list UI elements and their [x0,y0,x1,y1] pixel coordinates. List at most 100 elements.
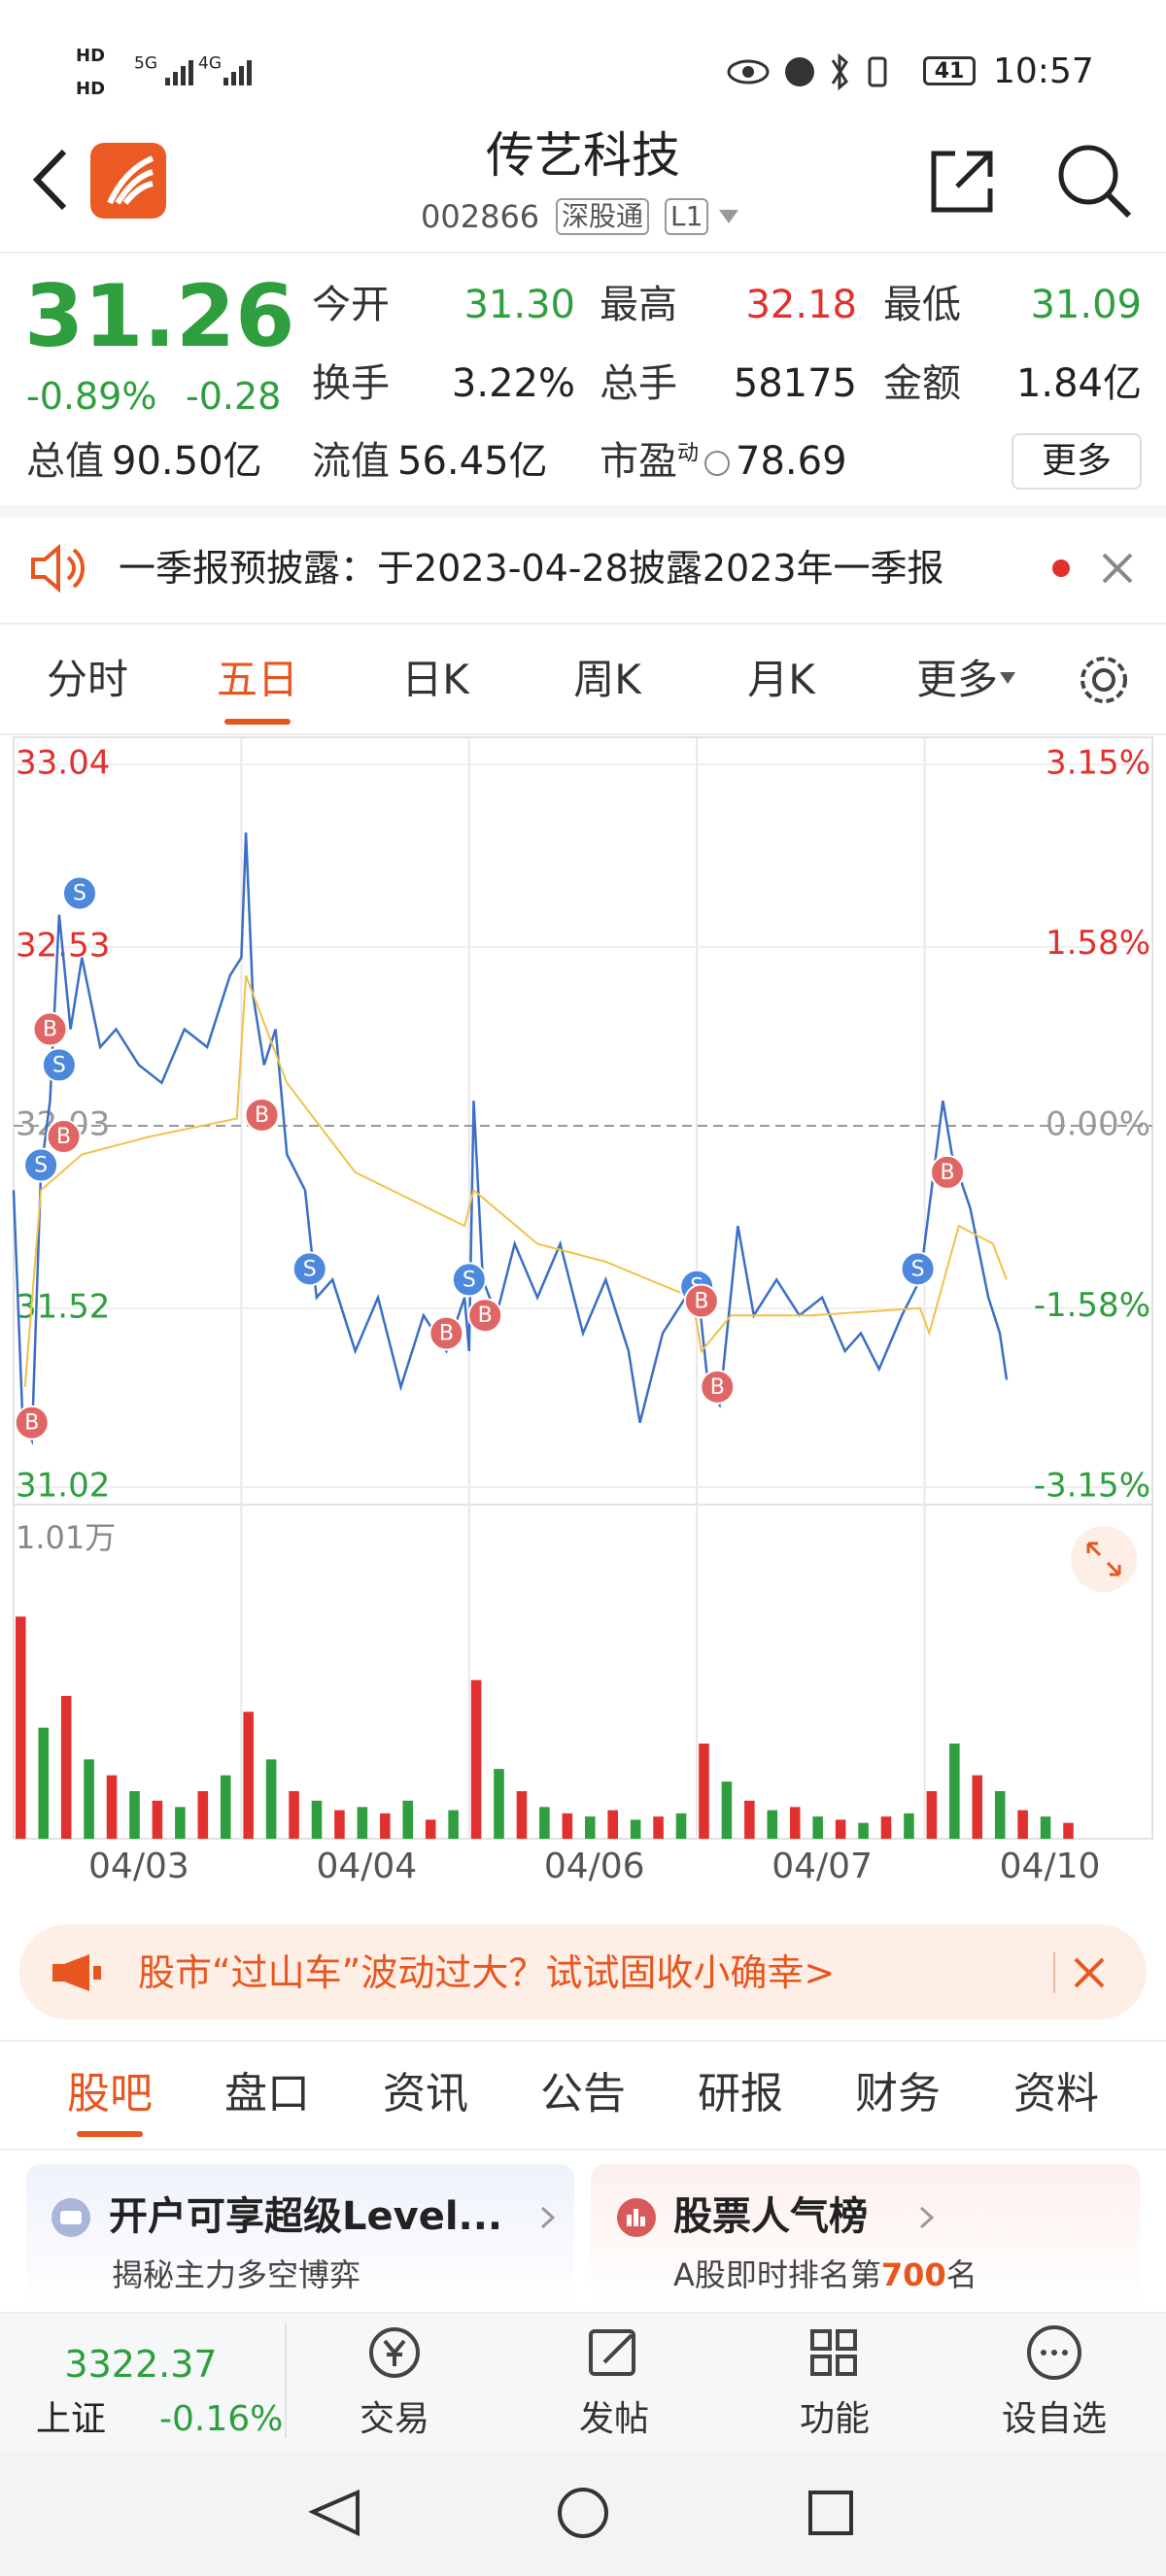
subtitle-part: A股即时排名第 [673,2256,881,2293]
banner-close[interactable] [1073,1956,1106,1989]
y2-tick-label: -3.15% [1034,1467,1150,1506]
nav-item[interactable]: 功能 [799,2399,871,2439]
field-value: 3.22% [451,361,575,406]
trade-marker-dot [429,1315,464,1351]
trade-marker-label: B [56,1125,71,1149]
nav-item[interactable]: 交易 [359,2399,430,2439]
stock-code: 002866 [421,198,540,235]
banner-text[interactable]: 股市“过山车”波动过大？试试固收小确幸> [138,1951,836,1994]
divider [0,2149,1166,2151]
trade-marker-label: B [940,1161,954,1185]
more-button[interactable] [1012,433,1142,490]
network-label: 5G [134,53,157,74]
system-nav [0,2450,1166,2576]
market-tag: 深股通 [556,198,650,235]
volume-bar [1063,1822,1074,1839]
trade-marker: B [14,1405,50,1441]
bottom-nav [0,2312,1166,2450]
trade-marker: B [32,1011,68,1047]
section-tab[interactable]: 盘口 [224,2069,310,2118]
x-tick-label: 04/06 [544,1847,645,1886]
system-nav-buttons[interactable] [0,2450,1166,2576]
section-tab[interactable]: 公告 [540,2069,626,2118]
chart-tab[interactable]: 更多 [915,656,999,703]
index-value[interactable]: 3322.37 [64,2343,218,2386]
section-tab[interactable]: 股吧 [67,2069,153,2118]
volume-bar [789,1807,801,1839]
summary-item: 总值 90.50亿 [26,442,262,481]
expand-button[interactable] [1071,1526,1137,1592]
chevron [540,2206,556,2229]
volume-bar [129,1790,140,1839]
settings-button[interactable] [1077,653,1131,707]
section-tab[interactable]: 资料 [1013,2069,1099,2118]
section-tab[interactable]: 财务 [855,2069,941,2118]
change-amount: -0.28 [186,375,282,418]
volume-bar [60,1695,72,1839]
volume-bar [675,1813,687,1839]
expand-button-icon [1086,1542,1121,1576]
chevron [919,2206,935,2229]
summary-value: 90.50亿 [112,439,262,484]
notice-text[interactable]: 一季报预披露：于2023-04-28披露2023年一季报 [119,547,944,590]
promo-banner[interactable] [19,1924,1147,2019]
card[interactable] [26,2164,574,2310]
chart-tab[interactable]: 月K [747,656,815,703]
field-label: 总手 [600,361,677,406]
y2-tick-label: 1.58% [1046,924,1150,963]
last-price: 31.26 [24,266,295,366]
volume-bar [812,1816,823,1839]
summary-label: 总值 [26,439,104,484]
trade-marker: S [41,1047,77,1083]
volume-bar [289,1790,299,1839]
field-value: 31.09 [1030,283,1142,327]
trade-marker-dot [14,1405,50,1441]
trade-marker-label: S [34,1154,48,1178]
section-tab[interactable]: 资讯 [383,2069,468,2118]
x-tick-label: 04/03 [88,1847,189,1886]
megaphone-icon [52,1954,101,1991]
trade-marker: B [46,1119,82,1155]
section-tab[interactable]: 研报 [698,2069,783,2118]
chart-tab[interactable]: 周K [573,656,641,703]
divider [0,623,1166,625]
field-label: 金额 [883,361,961,406]
trade-marker: B [930,1154,966,1190]
volume-bar [516,1790,528,1839]
signal-icons [165,60,252,85]
close-button[interactable] [1101,552,1134,585]
chart-tab[interactable]: 日K [401,656,469,703]
volume-bar [585,1816,596,1839]
trade-marker-label: B [439,1322,454,1346]
nav-item[interactable]: 设自选 [1001,2399,1108,2439]
chart-tab[interactable]: 分时 [46,656,129,703]
field-label: 最低 [883,283,961,327]
trade-marker-label: B [478,1304,493,1328]
volume-bar [653,1816,664,1839]
volume-bar [699,1743,709,1839]
volume-bar [630,1819,641,1839]
divider [0,252,1166,254]
search-button[interactable] [1055,142,1133,220]
x-tick-label: 04/10 [1000,1847,1101,1886]
volume-bar [220,1775,231,1839]
chart-frame [13,736,1153,1840]
card-subtitle: A股即时排名第700名 [673,2259,977,2290]
dropdown-arrow[interactable] [717,208,740,225]
chart-tab[interactable]: 五日 [216,656,299,703]
nav-item[interactable]: 发帖 [578,2399,650,2439]
card[interactable] [591,2164,1140,2310]
volume-bar [858,1822,869,1839]
index-name: 上证 [36,2399,107,2439]
share-button[interactable] [928,146,998,216]
tab-underline [224,719,291,725]
battery-level: 41 [934,59,965,84]
trade-marker-label: B [710,1375,725,1400]
tab-underline [77,2131,143,2137]
info-icon[interactable] [704,451,731,476]
back-button[interactable] [27,146,76,214]
volume-bar [334,1810,345,1839]
volume-bar [994,1790,1006,1839]
volume-bar [175,1807,186,1839]
trade-marker-label: S [911,1257,925,1281]
